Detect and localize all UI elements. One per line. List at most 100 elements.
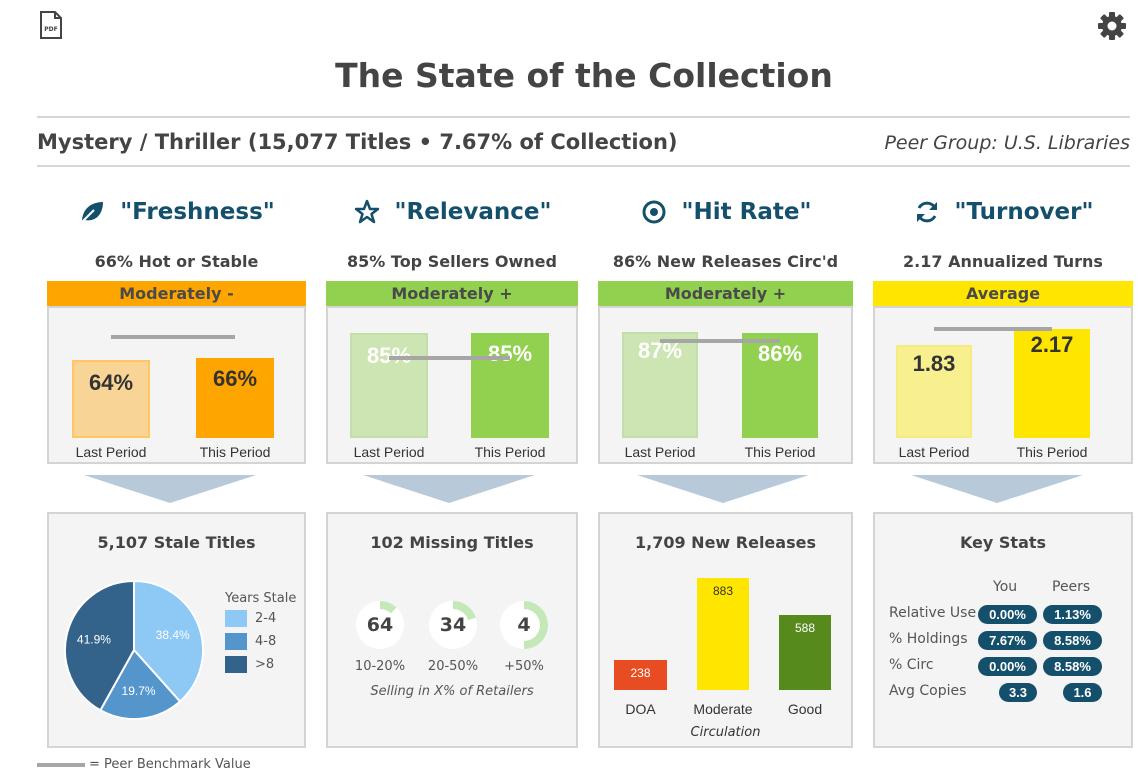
column-good: 588 — [779, 615, 831, 690]
benchmark-legend-line — [37, 762, 85, 767]
key-stats-card[interactable] — [873, 512, 1133, 748]
retailer-range-label: +50% — [504, 659, 544, 674]
refresh-icon — [916, 201, 937, 223]
x-label-last-period: Last Period — [624, 444, 696, 460]
stat-peers-value: 1.13% — [1043, 605, 1102, 624]
benchmark-footnote: = Peer Benchmark Value — [37, 757, 251, 772]
metric-name: "Relevance" — [394, 199, 552, 225]
legend-title: Years Stale — [225, 591, 297, 606]
metric-desc-turnover: 2.17 Annualized Turns — [903, 252, 1103, 271]
metric-title-turnover: "Turnover" — [873, 195, 1133, 229]
stat-label: % Holdings — [889, 631, 968, 647]
missing-count: 34 — [439, 614, 467, 636]
metric-desc-hit-rate: 86% New Releases Circ'd — [612, 252, 839, 271]
divider — [37, 165, 1130, 167]
x-label-last-period: Last Period — [353, 444, 425, 460]
bar-value-label: 64% — [88, 370, 134, 395]
retailer-share-donut — [356, 601, 404, 649]
stat-peers-value: 1.6 — [1063, 683, 1102, 702]
bar-value-label: 2.17 — [1030, 332, 1074, 357]
x-label-this-period: This Period — [474, 444, 546, 460]
pie-legend: Years Stale 2-4 4-8 >8 — [225, 591, 296, 673]
bar-this-period: 2.17 — [1014, 329, 1090, 438]
x-label-last-period: Last Period — [75, 444, 147, 460]
column-category-label: Good — [787, 701, 823, 717]
pdf-export-icon[interactable]: PDF — [39, 11, 63, 39]
card-title: 1,709 New Releases — [635, 533, 816, 552]
footnote-text: = Peer Benchmark Value — [89, 757, 251, 772]
down-arrow-connector — [84, 475, 256, 503]
stat-peers-value: 8.58% — [1043, 631, 1102, 650]
bar-value-label: 66% — [212, 366, 258, 391]
circulation-caption: Circulation — [690, 725, 761, 740]
legend-swatch — [225, 633, 247, 650]
donut-hole — [437, 609, 469, 641]
stale-years-pie-chart: 38.4% 19.7% 41.9% — [64, 580, 204, 720]
bar-last-period: 85% — [350, 333, 428, 438]
pie-slice-4-8 — [99, 648, 182, 720]
x-label-this-period: This Period — [744, 444, 816, 460]
stat-you-value: 3.3 — [999, 683, 1037, 702]
column-header-you: You — [993, 579, 1018, 595]
retailer-range-label: 20-50% — [427, 659, 479, 674]
pie-slice-label: 19.7% — [122, 684, 156, 698]
metric-title-hit-rate: "Hit Rate" — [598, 195, 853, 229]
legend-swatch — [225, 610, 247, 627]
stat-label: % Circ — [889, 657, 934, 673]
x-label-this-period: This Period — [199, 444, 271, 460]
missing-caption: Selling in X% of Retailers — [370, 684, 534, 699]
column-value-label: 883 — [712, 584, 734, 598]
down-arrow-connector — [911, 475, 1083, 503]
bar-value-label: 1.83 — [912, 351, 956, 376]
stat-you-value: 0.00% — [978, 657, 1037, 676]
bar-this-period: 66% — [196, 358, 274, 438]
down-arrow-connector — [363, 475, 535, 503]
missing-count: 4 — [517, 614, 531, 636]
bar-last-period: 87% — [622, 332, 698, 438]
metric-name: "Hit Rate" — [681, 199, 812, 225]
pie-slice-label: 38.4% — [156, 628, 190, 642]
stat-peers-value: 8.58% — [1043, 657, 1102, 676]
rating-badge-hit-rate: Moderately + — [598, 281, 853, 306]
gear-icon[interactable] — [1097, 11, 1127, 41]
legend-label: >8 — [255, 657, 275, 672]
peer-benchmark-line — [660, 339, 780, 343]
pie-slice->8 — [64, 580, 135, 712]
donut-hole — [364, 609, 396, 641]
page-title: The State of the Collection — [335, 56, 833, 95]
column-moderate: 883 — [697, 578, 749, 690]
collection-subtitle: Mystery / Thriller (15,077 Titles • 7.67… — [37, 130, 678, 154]
card-title: 5,107 Stale Titles — [97, 533, 256, 552]
stat-you-value: 7.67% — [978, 631, 1037, 650]
x-label-last-period: Last Period — [898, 444, 970, 460]
metric-desc-freshness: 66% Hot or Stable — [94, 252, 259, 271]
column-category-label: DOA — [625, 701, 656, 717]
legend-label: 2-4 — [255, 611, 277, 626]
missing-count: 64 — [366, 614, 394, 636]
x-label-this-period: This Period — [1016, 444, 1088, 460]
bar-value-label: 85% — [352, 343, 426, 369]
card-title: Key Stats — [959, 533, 1047, 552]
retailer-share-donut — [429, 601, 477, 649]
stat-label: Avg Copies — [889, 683, 967, 699]
pie-slice-label: 41.9% — [77, 633, 111, 647]
legend-item: 4-8 — [225, 633, 296, 650]
legend-label: 4-8 — [255, 634, 277, 649]
metric-name: "Turnover" — [954, 199, 1094, 225]
column-header-peers: Peers — [1052, 579, 1091, 595]
peer-group-label: Peer Group: U.S. Libraries — [884, 132, 1130, 154]
peer-benchmark-line — [389, 356, 510, 360]
svg-text:PDF: PDF — [44, 26, 57, 33]
metric-title-freshness: "Freshness" — [47, 195, 306, 229]
legend-swatch — [225, 656, 247, 673]
rating-badge-relevance: Moderately + — [326, 281, 578, 306]
metric-title-relevance: "Relevance" — [326, 195, 578, 229]
bar-last-period: 64% — [72, 360, 150, 438]
stat-you-value: 0.00% — [978, 605, 1037, 624]
donut-hole — [508, 609, 540, 641]
column-doa: 238 — [614, 659, 667, 690]
divider — [37, 116, 1130, 118]
retailer-range-label: 10-20% — [354, 659, 406, 674]
retailer-share-donut — [500, 601, 548, 649]
rating-badge-turnover: Average — [873, 281, 1133, 306]
